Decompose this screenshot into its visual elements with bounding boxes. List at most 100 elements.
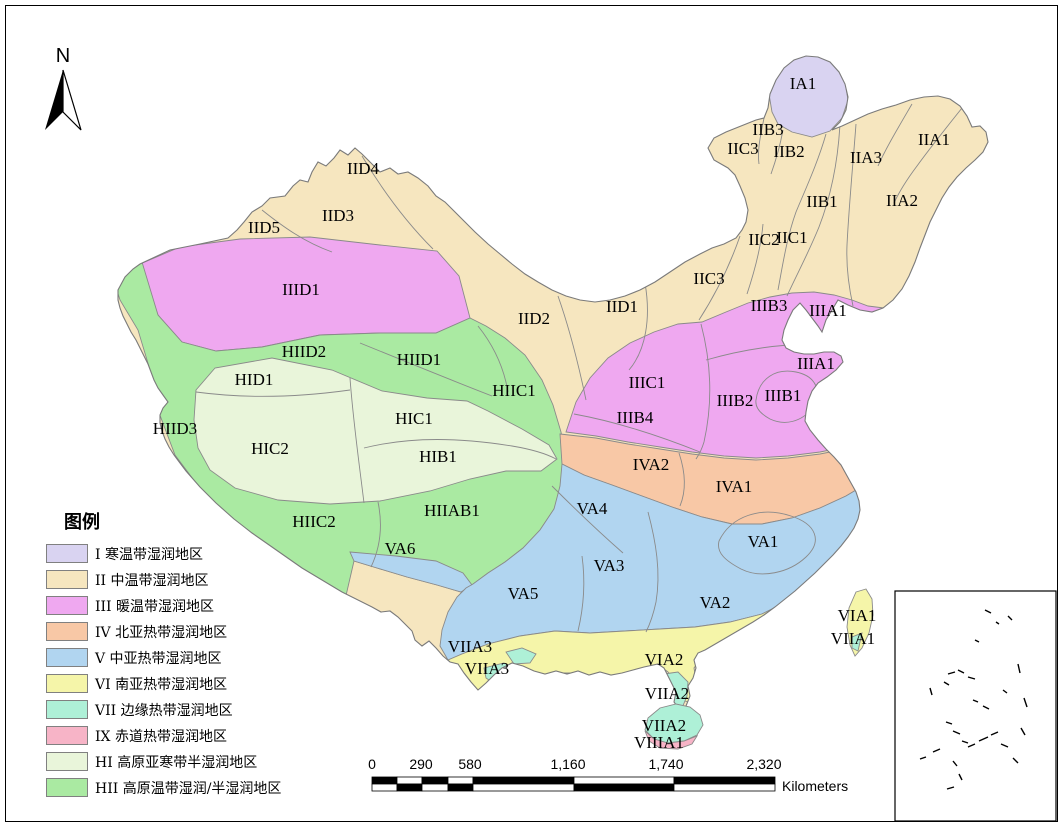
- north-arrow-left-half: [45, 70, 63, 130]
- region-label-IIB2: IIB2: [773, 142, 804, 161]
- region-label-HIC2: HIC2: [251, 439, 289, 458]
- region-label-HIID1: HIID1: [397, 350, 441, 369]
- legend-item-VI: VI 南亚热带湿润地区: [46, 674, 281, 693]
- scale-bar-tick-1,160: 1,160: [550, 756, 585, 772]
- region-label-HIID3: HIID3: [153, 419, 197, 438]
- legend-items: I 寒温带湿润地区 II 中温带湿润地区 III 暖温带湿润地区 IV 北亚热带湿润地…: [46, 544, 281, 797]
- map-frame-border: [5, 5, 1058, 822]
- scale-bar-segment: [421, 776, 449, 785]
- region-label-IVA1: IVA1: [716, 477, 753, 496]
- region-label-HIIC2: HIIC2: [292, 512, 335, 531]
- region-label-VIA1: VIA1: [838, 606, 877, 625]
- region-label-IIIB4: IIIB4: [617, 408, 654, 427]
- region-label-IIID1: IIID1: [282, 280, 320, 299]
- legend-item-IV: IV 北亚热带湿润地区: [46, 622, 281, 641]
- scale-bar-segment: [573, 783, 675, 792]
- region-label-IIB3: IIB3: [752, 120, 783, 139]
- scale-bar-tick-1,740: 1,740: [648, 756, 683, 772]
- legend-title: 图例: [64, 512, 100, 533]
- region-label-HIIC1: HIIC1: [492, 381, 535, 400]
- scale-bar-tick-290: 290: [409, 756, 433, 772]
- north-arrow-n-label: N: [56, 45, 70, 67]
- legend-label-VI: VI 南亚热带湿润地区: [95, 676, 228, 693]
- legend-swatch-HII: [46, 778, 88, 797]
- legend-item-V: V 中亚热带湿润地区: [46, 648, 281, 667]
- region-label-VA4: VA4: [577, 499, 608, 518]
- region-label-VIIA2: VIIA2: [642, 716, 686, 735]
- region-label-IIC3: IIC3: [727, 139, 758, 158]
- region-label-IIC1: IIC1: [776, 228, 807, 247]
- inset-border: [894, 590, 1057, 822]
- north-arrow-right-half: [62, 69, 82, 131]
- scale-bar-segment: [396, 776, 423, 785]
- legend-item-HII: HII 高原温带湿润/半湿润地区: [46, 778, 281, 797]
- subzone-boundaries: [195, 103, 963, 633]
- legend-swatch-I: [46, 544, 88, 563]
- scale-bar-segment: [371, 776, 398, 785]
- legend-label-V: V 中亚热带湿润地区: [95, 650, 222, 667]
- legend-label-II: II 中温带湿润地区: [95, 572, 209, 589]
- region-label-IVA2: IVA2: [633, 455, 670, 474]
- legend-swatch-III: [46, 596, 88, 615]
- region-label-IIIB1: IIIB1: [765, 386, 802, 405]
- legend-label-IX: IX 赤道热带湿润地区: [95, 728, 227, 745]
- legend-swatch-HI: [46, 752, 88, 771]
- legend-label-IV: IV 北亚热带湿润地区: [95, 624, 228, 641]
- region-label-IIIC1: IIIC1: [629, 373, 666, 392]
- region-label-IIIA1: IIIA1: [797, 354, 835, 373]
- region-label-VIIA2: VIIA2: [645, 684, 689, 703]
- region-label-IID1: IID1: [606, 297, 638, 316]
- region-label-VIIA3: VIIA3: [448, 637, 492, 656]
- region-label-VIIA1: VIIA1: [831, 629, 875, 648]
- scale-bar-segment: [472, 776, 575, 785]
- legend-label-HI: HI 高原亚寒带半湿润地区: [95, 754, 258, 771]
- legend-swatch-V: [46, 648, 88, 667]
- legend-label-III: III 暖温带湿润地区: [95, 598, 215, 615]
- region-label-VA5: VA5: [508, 584, 539, 603]
- scale-bar-segment: [472, 783, 575, 792]
- region-label-VIA2: VIA2: [645, 650, 684, 669]
- hainan-VIIIA1-sliver: [644, 730, 699, 750]
- scale-bar-tick-0: 0: [368, 756, 376, 772]
- north-arrow: N: [45, 45, 82, 131]
- taiwan-VIIA1-tip: [851, 632, 863, 652]
- region-label-VIIIA1: VIIIA1: [634, 733, 684, 752]
- region-label-VA6: VA6: [385, 539, 416, 558]
- scale-bar-tick-580: 580: [458, 756, 482, 772]
- islands: [644, 588, 874, 750]
- region-label-IID5: IID5: [248, 218, 280, 237]
- legend-swatch-IV: [46, 622, 88, 641]
- region-label-IIIA1: IIIA1: [809, 301, 847, 320]
- region-label-IID4: IID4: [347, 159, 380, 178]
- region-label-IIC2: IIC2: [748, 230, 779, 249]
- region-label-VIIA3: VIIA3: [465, 659, 509, 678]
- zone-VIIA3-patch-north: [505, 647, 537, 665]
- inset-islands-specks: [919, 609, 1028, 790]
- legend: 图例 I 寒温带湿润地区 II 中温带湿润地区 III 暖温带湿润地区 IV 北亚热带…: [46, 508, 281, 804]
- scale-bar-tick-2,320: 2,320: [746, 756, 781, 772]
- legend-swatch-II: [46, 570, 88, 589]
- legend-label-HII: HII 高原温带湿润/半湿润地区: [95, 780, 282, 797]
- legend-item-I: I 寒温带湿润地区: [46, 544, 281, 563]
- scale-bar-segment: [447, 783, 474, 792]
- legend-item-VII: VII 边缘热带湿润地区: [46, 700, 281, 719]
- scale-bar-segment: [573, 776, 675, 785]
- scale-bar-segment: [673, 783, 776, 792]
- region-label-IIA1: IIA1: [918, 130, 950, 149]
- zone-VA6-area: [349, 551, 473, 593]
- region-label-HID1: HID1: [235, 370, 274, 389]
- region-label-IIC3: IIC3: [693, 269, 724, 288]
- region-label-IA1: IA1: [790, 74, 816, 93]
- region-label-IID3: IID3: [322, 206, 354, 225]
- legend-item-III: III 暖温带湿润地区: [46, 596, 281, 615]
- region-label-IIIB3: IIIB3: [751, 296, 788, 315]
- region-label-HIB1: HIB1: [419, 447, 457, 466]
- zone-HI-area: [193, 357, 558, 505]
- region-label-VA3: VA3: [594, 556, 625, 575]
- region-label-HIC1: HIC1: [395, 409, 433, 428]
- region-label-VA2: VA2: [700, 593, 731, 612]
- legend-item-HI: HI 高原亚寒带半湿润地区: [46, 752, 281, 771]
